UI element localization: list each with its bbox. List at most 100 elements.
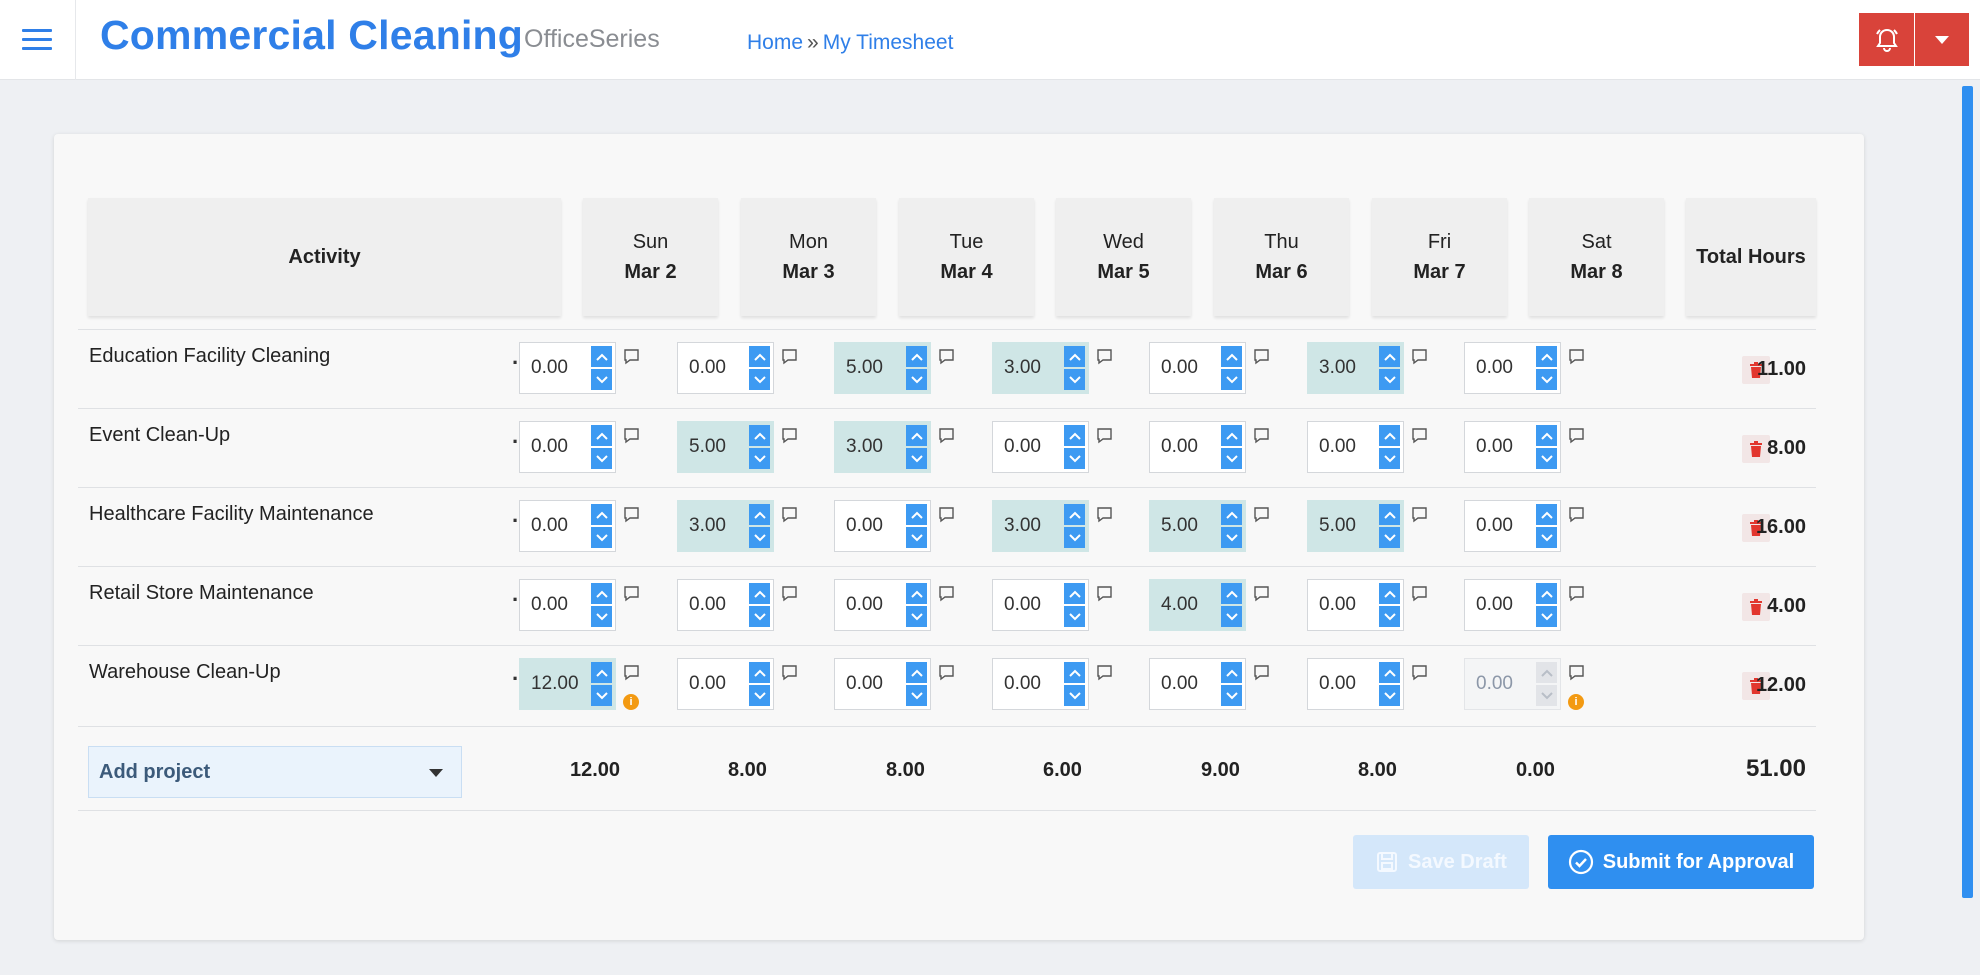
notifications-button[interactable] bbox=[1859, 13, 1914, 66]
hours-stepper[interactable]: 0.00 bbox=[992, 579, 1089, 631]
comment-icon[interactable] bbox=[1096, 427, 1113, 444]
increment-icon[interactable] bbox=[1221, 583, 1242, 604]
delete-row-button[interactable] bbox=[1742, 593, 1770, 621]
decrement-icon[interactable] bbox=[1379, 685, 1400, 706]
hours-stepper[interactable]: 5.00 bbox=[677, 421, 774, 473]
increment-icon[interactable] bbox=[1221, 425, 1242, 446]
increment-icon[interactable] bbox=[749, 583, 770, 604]
comment-icon[interactable] bbox=[623, 585, 640, 602]
increment-icon[interactable] bbox=[1379, 346, 1400, 367]
decrement-icon[interactable] bbox=[1379, 606, 1400, 627]
user-menu-button[interactable] bbox=[1915, 13, 1969, 66]
comment-icon[interactable] bbox=[1096, 348, 1113, 365]
hours-stepper[interactable]: 0.00 bbox=[1307, 658, 1404, 710]
breadcrumb-current[interactable]: My Timesheet bbox=[822, 31, 954, 54]
increment-icon[interactable] bbox=[1536, 346, 1557, 367]
comment-icon[interactable] bbox=[1568, 348, 1585, 365]
delete-row-button[interactable] bbox=[1742, 514, 1770, 542]
comment-icon[interactable] bbox=[1568, 585, 1585, 602]
increment-icon[interactable] bbox=[906, 583, 927, 604]
comment-icon[interactable] bbox=[1253, 585, 1270, 602]
comment-icon[interactable] bbox=[1411, 348, 1428, 365]
decrement-icon[interactable] bbox=[749, 606, 770, 627]
comment-icon[interactable] bbox=[781, 506, 798, 523]
comment-icon[interactable] bbox=[938, 348, 955, 365]
decrement-icon[interactable] bbox=[749, 448, 770, 469]
hours-stepper[interactable]: 3.00 bbox=[992, 342, 1089, 394]
increment-icon[interactable] bbox=[749, 425, 770, 446]
increment-icon[interactable] bbox=[749, 662, 770, 683]
comment-icon[interactable] bbox=[1253, 664, 1270, 681]
hours-stepper[interactable]: 0.00 bbox=[677, 658, 774, 710]
decrement-icon[interactable] bbox=[591, 606, 612, 627]
decrement-icon[interactable] bbox=[1379, 448, 1400, 469]
decrement-icon[interactable] bbox=[591, 527, 612, 548]
increment-icon[interactable] bbox=[906, 504, 927, 525]
comment-icon[interactable] bbox=[1411, 506, 1428, 523]
increment-icon[interactable] bbox=[1379, 425, 1400, 446]
warning-info-icon[interactable]: i bbox=[1568, 694, 1584, 710]
decrement-icon[interactable] bbox=[1221, 369, 1242, 390]
hours-stepper[interactable]: 0.00 bbox=[1149, 421, 1246, 473]
increment-icon[interactable] bbox=[591, 425, 612, 446]
hours-stepper[interactable]: 0.00 bbox=[1464, 579, 1561, 631]
delete-row-button[interactable] bbox=[1742, 356, 1770, 384]
increment-icon[interactable] bbox=[1064, 583, 1085, 604]
hours-stepper[interactable]: 5.00 bbox=[834, 342, 931, 394]
hours-stepper[interactable]: 0.00 bbox=[834, 500, 931, 552]
increment-icon[interactable] bbox=[906, 346, 927, 367]
hours-stepper[interactable]: 12.00 bbox=[519, 658, 616, 710]
decrement-icon[interactable] bbox=[1536, 527, 1557, 548]
comment-icon[interactable] bbox=[1411, 585, 1428, 602]
increment-icon[interactable] bbox=[1379, 583, 1400, 604]
hours-stepper[interactable]: 0.00 bbox=[1464, 500, 1561, 552]
comment-icon[interactable] bbox=[938, 506, 955, 523]
decrement-icon[interactable] bbox=[1064, 448, 1085, 469]
decrement-icon[interactable] bbox=[906, 685, 927, 706]
increment-icon[interactable] bbox=[906, 662, 927, 683]
hours-stepper[interactable]: 0.00 bbox=[677, 579, 774, 631]
hours-stepper[interactable]: 5.00 bbox=[1307, 500, 1404, 552]
comment-icon[interactable] bbox=[1568, 506, 1585, 523]
decrement-icon[interactable] bbox=[1221, 606, 1242, 627]
hours-stepper[interactable]: 3.00 bbox=[677, 500, 774, 552]
increment-icon[interactable] bbox=[1536, 425, 1557, 446]
warning-info-icon[interactable]: i bbox=[623, 694, 639, 710]
app-title[interactable]: Commercial Cleaning bbox=[100, 12, 524, 58]
comment-icon[interactable] bbox=[781, 427, 798, 444]
decrement-icon[interactable] bbox=[1536, 369, 1557, 390]
decrement-icon[interactable] bbox=[1221, 527, 1242, 548]
comment-icon[interactable] bbox=[1096, 664, 1113, 681]
submit-for-approval-button[interactable]: Submit for Approval bbox=[1548, 835, 1814, 889]
increment-icon[interactable] bbox=[906, 425, 927, 446]
hours-stepper[interactable]: 0.00 bbox=[519, 421, 616, 473]
hours-stepper[interactable]: 0.00 bbox=[992, 658, 1089, 710]
hours-stepper[interactable]: 0.00 bbox=[992, 421, 1089, 473]
decrement-icon[interactable] bbox=[1379, 527, 1400, 548]
comment-icon[interactable] bbox=[1253, 348, 1270, 365]
comment-icon[interactable] bbox=[623, 664, 640, 681]
hours-stepper[interactable]: 0.00 bbox=[519, 342, 616, 394]
comment-icon[interactable] bbox=[781, 585, 798, 602]
increment-icon[interactable] bbox=[1536, 583, 1557, 604]
save-draft-button[interactable]: Save Draft bbox=[1353, 835, 1529, 889]
hours-stepper[interactable]: 0.00 bbox=[519, 579, 616, 631]
scrollbar[interactable] bbox=[1962, 86, 1973, 898]
comment-icon[interactable] bbox=[938, 664, 955, 681]
decrement-icon[interactable] bbox=[1536, 448, 1557, 469]
increment-icon[interactable] bbox=[1221, 504, 1242, 525]
increment-icon[interactable] bbox=[591, 662, 612, 683]
increment-icon[interactable] bbox=[1221, 346, 1242, 367]
decrement-icon[interactable] bbox=[1064, 685, 1085, 706]
increment-icon[interactable] bbox=[1064, 662, 1085, 683]
comment-icon[interactable] bbox=[938, 427, 955, 444]
increment-icon[interactable] bbox=[1379, 504, 1400, 525]
decrement-icon[interactable] bbox=[1064, 369, 1085, 390]
comment-icon[interactable] bbox=[623, 427, 640, 444]
decrement-icon[interactable] bbox=[749, 527, 770, 548]
increment-icon[interactable] bbox=[1536, 504, 1557, 525]
increment-icon[interactable] bbox=[591, 504, 612, 525]
decrement-icon[interactable] bbox=[1221, 448, 1242, 469]
comment-icon[interactable] bbox=[781, 664, 798, 681]
decrement-icon[interactable] bbox=[591, 369, 612, 390]
